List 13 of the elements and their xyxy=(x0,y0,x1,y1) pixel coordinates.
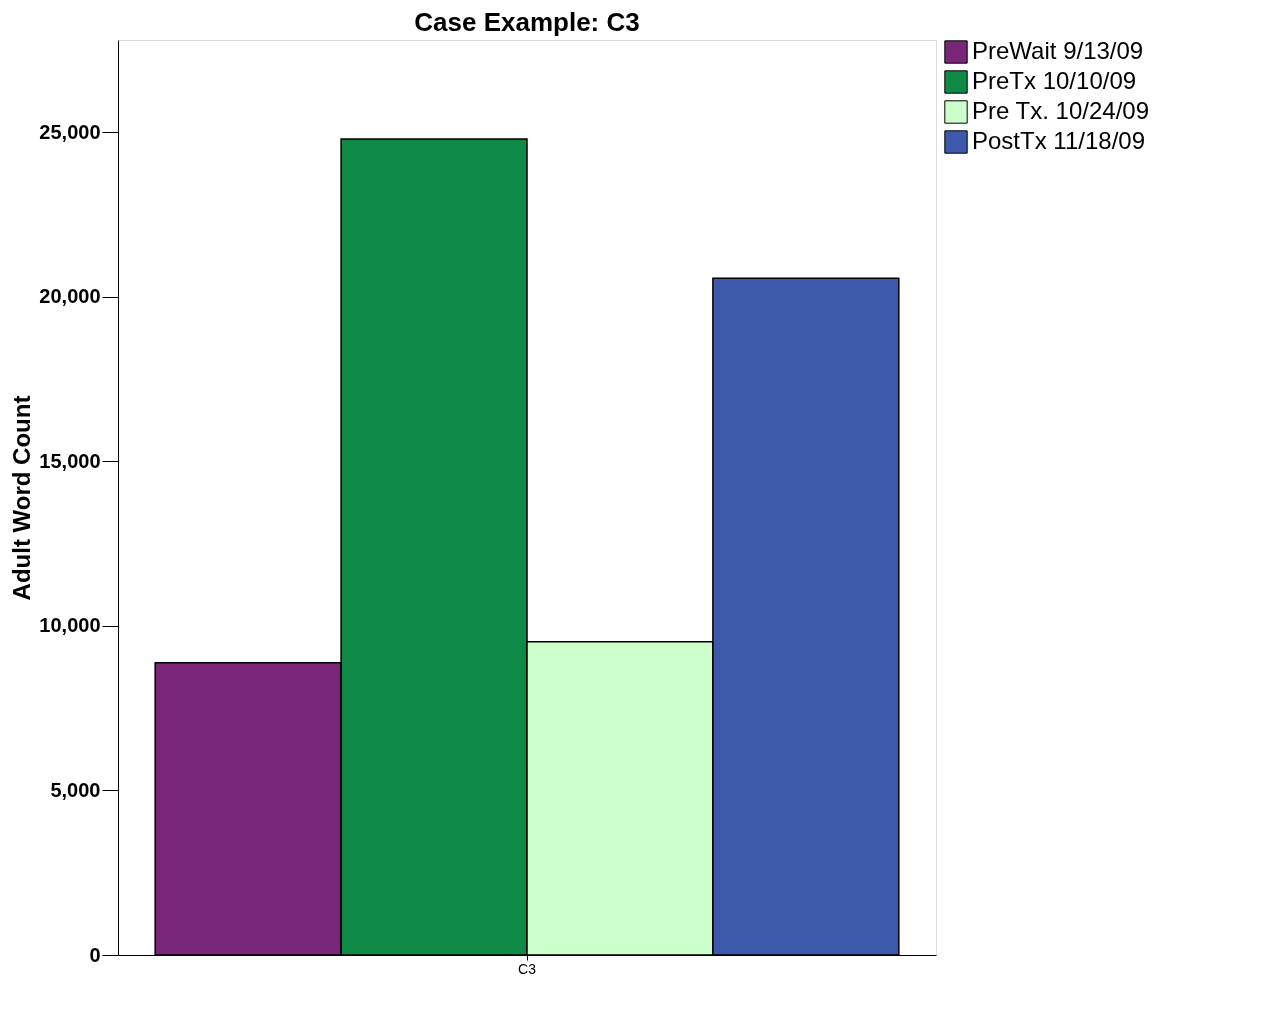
y-tick-label: 0 xyxy=(89,943,101,966)
y-axis-title: Adult Word Count xyxy=(8,395,36,601)
x-tick-label: C3 xyxy=(518,960,537,977)
legend-label: PreTx 10/10/09 xyxy=(972,67,1137,94)
legend-label: PreWait 9/13/09 xyxy=(972,37,1144,64)
y-tick-label: 10,000 xyxy=(39,614,101,637)
y-tick-label: 20,000 xyxy=(39,285,101,308)
chart-title: Case Example: C3 xyxy=(414,7,640,37)
legend-label: Pre Tx. 10/24/09 xyxy=(972,97,1149,124)
y-tick-label: 15,000 xyxy=(39,449,101,472)
y-tick-label: 25,000 xyxy=(39,120,101,143)
legend-label: PostTx 11/18/09 xyxy=(972,127,1145,154)
y-tick-label: 5,000 xyxy=(50,778,101,801)
